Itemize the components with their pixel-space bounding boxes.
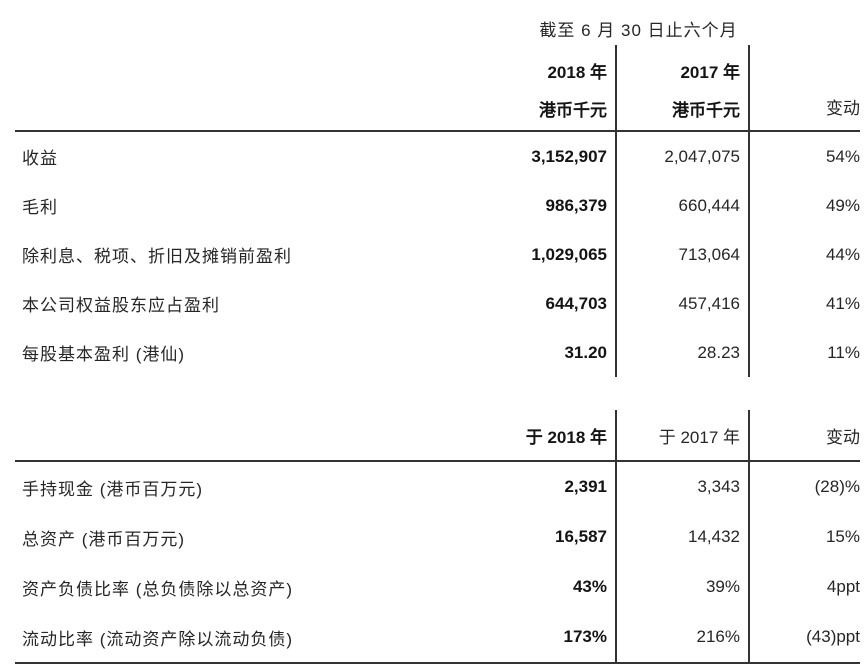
column-header-2017: 于 2017 年 xyxy=(617,410,750,460)
value-change: (28)% xyxy=(814,477,860,496)
value-2018: 3,152,907 xyxy=(427,132,617,181)
column-header-2017: 2017 年 港币千元 xyxy=(617,45,750,130)
column-header-2018-unit: 港币千元 xyxy=(539,101,607,120)
column-header-2018: 于 2018 年 xyxy=(427,410,617,460)
table-row: 毛利 986,379 660,444 49% xyxy=(15,181,860,230)
value-2018: 986,379 xyxy=(427,181,617,230)
value-2018: 16,587 xyxy=(427,512,617,562)
column-header-2018: 2018 年 港币千元 xyxy=(427,45,617,130)
value-2018: 173% xyxy=(427,612,617,662)
table-row: 除利息、税项、折旧及摊销前盈利 1,029,065 713,064 44% xyxy=(15,230,860,279)
value-2017: 457,416 xyxy=(617,279,750,328)
table-row: 本公司权益股东应占盈利 644,703 457,416 41% xyxy=(15,279,860,328)
row-label: 除利息、税项、折旧及摊销前盈利 xyxy=(22,247,292,266)
value-2018: 644,703 xyxy=(427,279,617,328)
value-2017: 14,432 xyxy=(617,512,750,562)
period-title: 截至 6 月 30 日止六个月 xyxy=(539,21,738,40)
row-label: 每股基本盈利 (港仙) xyxy=(22,345,186,364)
value-change: 4ppt xyxy=(826,577,860,596)
column-header-change: 变动 xyxy=(826,99,860,118)
value-2018: 43% xyxy=(427,562,617,612)
value-change: 44% xyxy=(825,244,860,264)
value-2017: 660,444 xyxy=(617,181,750,230)
value-2018: 2,391 xyxy=(427,462,617,512)
value-2018: 1,029,065 xyxy=(427,230,617,279)
row-label: 流动比率 (流动资产除以流动负债) xyxy=(22,629,294,649)
column-header-change: 变动 xyxy=(826,427,860,447)
table-row: 手持现金 (港币百万元) 2,391 3,343 (28)% xyxy=(15,462,860,512)
value-change: 11% xyxy=(827,342,860,362)
row-label: 资产负债比率 (总负债除以总资产) xyxy=(22,579,294,599)
table-row: 流动比率 (流动资产除以流动负债) 173% 216% (43)ppt xyxy=(15,612,860,664)
column-header-2017-unit: 港币千元 xyxy=(672,101,740,120)
row-label: 毛利 xyxy=(22,198,58,217)
title-row: 截至 6 月 30 日止六个月 xyxy=(15,0,860,45)
row-label: 手持现金 (港币百万元) xyxy=(22,479,204,499)
financial-highlights-table: 截至 6 月 30 日止六个月 2018 年 港币千元 2017 年 港币千元 … xyxy=(15,0,860,664)
section2-header-row: 于 2018 年 于 2017 年 变动 xyxy=(15,410,860,462)
value-2017: 28.23 xyxy=(617,328,750,377)
value-change: 41% xyxy=(825,293,860,313)
column-header-2017-year: 2017 年 xyxy=(680,63,740,82)
table-row: 每股基本盈利 (港仙) 31.20 28.23 11% xyxy=(15,328,860,377)
value-2017: 39% xyxy=(617,562,750,612)
value-change: (43)ppt xyxy=(806,627,860,646)
header-spacer xyxy=(15,45,427,130)
value-2017: 2,047,075 xyxy=(617,132,750,181)
value-change: 54% xyxy=(825,146,860,166)
section-gap xyxy=(15,377,860,410)
header-spacer xyxy=(15,410,427,460)
row-label: 收益 xyxy=(22,149,58,168)
section1-header-row: 2018 年 港币千元 2017 年 港币千元 变动 xyxy=(15,45,860,132)
table-row: 资产负债比率 (总负债除以总资产) 43% 39% 4ppt xyxy=(15,562,860,612)
value-2017: 216% xyxy=(617,612,750,662)
value-2018: 31.20 xyxy=(427,328,617,377)
row-label: 总资产 (港币百万元) xyxy=(22,529,186,549)
row-label: 本公司权益股东应占盈利 xyxy=(22,296,220,315)
value-change: 15% xyxy=(825,527,860,546)
value-change: 49% xyxy=(825,195,860,215)
value-2017: 713,064 xyxy=(617,230,750,279)
value-2017: 3,343 xyxy=(617,462,750,512)
table-row: 总资产 (港币百万元) 16,587 14,432 15% xyxy=(15,512,860,562)
column-header-2018-year: 2018 年 xyxy=(547,63,607,82)
table-row: 收益 3,152,907 2,047,075 54% xyxy=(15,132,860,181)
